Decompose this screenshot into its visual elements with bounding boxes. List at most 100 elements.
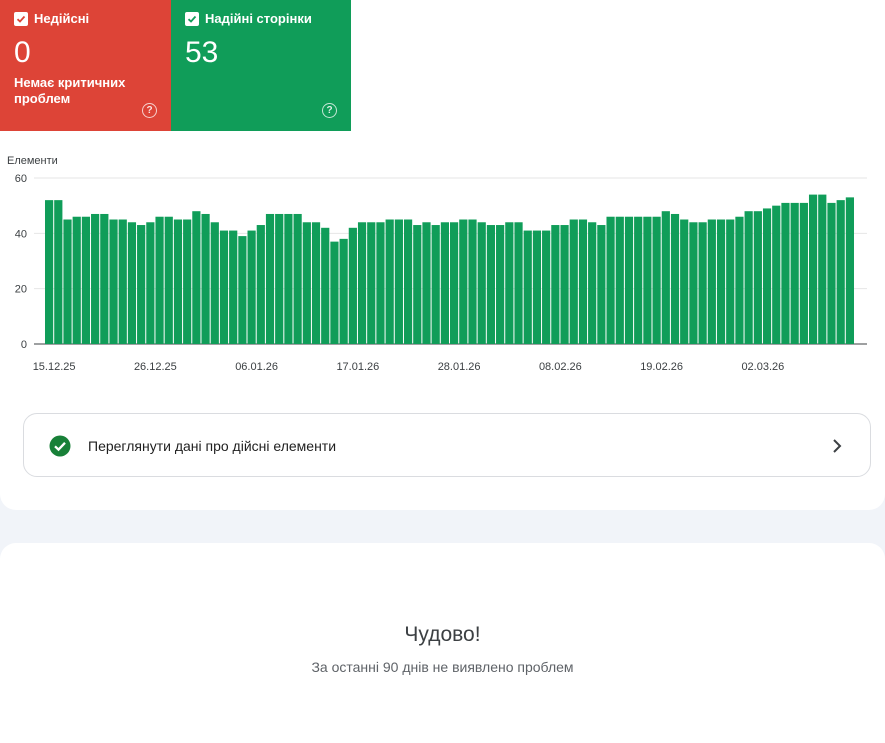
chart-bar[interactable] — [836, 200, 845, 344]
chart-bar[interactable] — [808, 194, 818, 344]
chart-bar[interactable] — [127, 222, 137, 344]
chart-bar[interactable] — [698, 222, 707, 344]
chart-bar[interactable] — [790, 202, 799, 344]
chart-bar[interactable] — [643, 216, 652, 344]
chart-bar[interactable] — [450, 222, 459, 344]
chart-bar[interactable] — [762, 208, 772, 344]
chart-bar[interactable] — [403, 219, 413, 345]
chart-bar[interactable] — [560, 225, 569, 344]
chart-bar[interactable] — [238, 236, 247, 344]
chart-bar[interactable] — [72, 216, 81, 344]
chart-bar[interactable] — [137, 225, 146, 344]
chart-bar[interactable] — [496, 225, 505, 344]
help-icon[interactable]: ? — [142, 103, 157, 118]
chart-bar[interactable] — [588, 222, 597, 344]
chart-bar[interactable] — [744, 211, 753, 344]
chart-bar[interactable] — [735, 216, 744, 344]
chart-bar[interactable] — [532, 230, 542, 344]
chart-bar[interactable] — [680, 219, 689, 345]
chart-bar[interactable] — [256, 225, 265, 344]
chart-bar[interactable] — [514, 222, 523, 344]
chart-bar[interactable] — [265, 213, 275, 344]
chart-bar[interactable] — [505, 222, 514, 344]
chart-bar[interactable] — [183, 219, 192, 345]
chart-bar[interactable] — [311, 222, 321, 344]
chart-bar[interactable] — [109, 219, 118, 345]
chart-bar[interactable] — [753, 211, 762, 344]
chart-bar[interactable] — [578, 219, 588, 345]
chart-bar[interactable] — [330, 241, 339, 344]
chart-bar[interactable] — [634, 216, 643, 344]
chart-bar[interactable] — [818, 194, 827, 344]
chart-bar[interactable] — [247, 230, 256, 344]
chart-bar[interactable] — [376, 222, 385, 344]
chart-bar[interactable] — [845, 197, 854, 344]
chart-bar[interactable] — [440, 222, 449, 344]
chart-bar[interactable] — [772, 205, 781, 344]
chart-bar[interactable] — [146, 222, 155, 344]
chart-bar[interactable] — [716, 219, 726, 345]
chart-bar[interactable] — [624, 216, 634, 344]
chart-bar[interactable] — [707, 219, 716, 345]
valid-card[interactable]: Надійні сторінки 53 ? — [171, 0, 351, 131]
chart-bar[interactable] — [54, 200, 63, 344]
checkbox-icon[interactable] — [14, 11, 28, 26]
chart-bar[interactable] — [173, 219, 183, 345]
chart-bar[interactable] — [284, 213, 293, 344]
chart-bar[interactable] — [799, 202, 808, 344]
chart-bar[interactable] — [597, 225, 606, 344]
chart-bar[interactable] — [210, 222, 219, 344]
chart-bar[interactable] — [781, 202, 790, 344]
chart-bar[interactable] — [477, 222, 486, 344]
chart-bar[interactable] — [459, 219, 468, 345]
chart-bar[interactable] — [670, 213, 680, 344]
chart-bar[interactable] — [348, 227, 357, 344]
chart-bar[interactable] — [615, 216, 624, 344]
chart-bar[interactable] — [431, 225, 440, 344]
chart-bar[interactable] — [302, 222, 311, 344]
chart-bar[interactable] — [81, 216, 91, 344]
chart-bar[interactable] — [155, 216, 164, 344]
chart-bar[interactable] — [827, 202, 836, 344]
chart-bar[interactable] — [551, 225, 560, 344]
invalid-card-header[interactable]: Недійсні — [14, 11, 89, 26]
chart-bar[interactable] — [118, 219, 127, 345]
chart-bar[interactable] — [413, 225, 422, 344]
chart-bar[interactable] — [468, 219, 477, 345]
chart-bar[interactable] — [192, 211, 201, 344]
chart-bar[interactable] — [91, 213, 100, 344]
chart-bar[interactable] — [606, 216, 615, 344]
chart-bar[interactable] — [201, 213, 210, 344]
chart-bar[interactable] — [689, 222, 698, 344]
chart-bar[interactable] — [367, 222, 376, 344]
chart-bar[interactable] — [63, 219, 72, 345]
chart-bar[interactable] — [293, 213, 302, 344]
chart-bar[interactable] — [542, 230, 551, 344]
chart-bar[interactable] — [569, 219, 578, 345]
chevron-right-icon — [833, 439, 842, 453]
chart-bar[interactable] — [385, 219, 394, 345]
chart-bar[interactable] — [219, 230, 229, 344]
checkbox-icon[interactable] — [185, 11, 199, 26]
x-tick-label: 19.02.26 — [640, 361, 683, 373]
chart-bar[interactable] — [523, 230, 532, 344]
chart-bar[interactable] — [229, 230, 238, 344]
chart-bar[interactable] — [164, 216, 173, 344]
chart-bar[interactable] — [394, 219, 403, 345]
x-tick-label: 06.01.26 — [235, 361, 278, 373]
chart-bar[interactable] — [726, 219, 735, 345]
help-icon[interactable]: ? — [322, 103, 337, 118]
view-valid-items-link[interactable]: Переглянути дані про дійсні елементи — [23, 413, 871, 477]
chart-bar[interactable] — [339, 238, 348, 344]
chart-bar[interactable] — [422, 222, 431, 344]
chart-bar[interactable] — [321, 227, 330, 344]
chart-bar[interactable] — [100, 213, 109, 344]
chart-bar[interactable] — [275, 213, 284, 344]
chart-bar[interactable] — [652, 216, 661, 344]
chart-bar[interactable] — [486, 225, 496, 344]
valid-card-header[interactable]: Надійні сторінки — [185, 11, 312, 26]
invalid-card[interactable]: Недійсні 0 Немає критичних проблем ? — [0, 0, 171, 131]
chart-bar[interactable] — [661, 211, 670, 344]
chart-bar[interactable] — [357, 222, 367, 344]
chart-bar[interactable] — [45, 200, 54, 344]
